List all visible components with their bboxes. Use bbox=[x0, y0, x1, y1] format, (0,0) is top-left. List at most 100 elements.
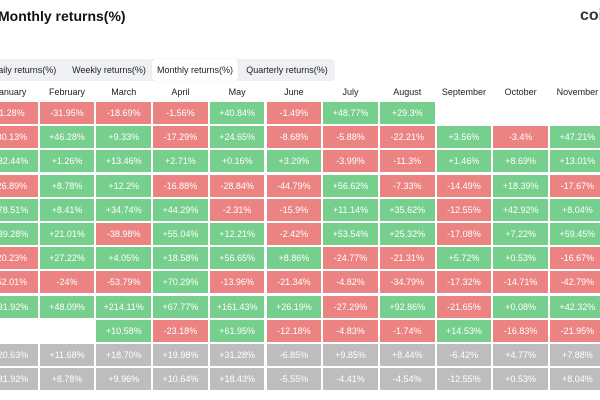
return-cell: +8.78% bbox=[39, 174, 95, 197]
return-cell: +92.86% bbox=[379, 295, 435, 318]
summary-cell: -6.85% bbox=[266, 344, 322, 366]
return-cell: +18.39% bbox=[493, 174, 548, 197]
summary-cell: +9.96% bbox=[96, 368, 152, 391]
return-cell: +27.22% bbox=[39, 247, 95, 270]
return-cell: -7.33% bbox=[379, 174, 435, 197]
return-cell: -17.29% bbox=[153, 126, 208, 149]
return-cell: +31.92% bbox=[0, 295, 38, 318]
return-cell: +42.32% bbox=[550, 295, 600, 318]
tab[interactable]: Quarterly returns(%) bbox=[246, 65, 328, 75]
summary-cell: +8.44% bbox=[379, 344, 435, 366]
summary-cell: +18.43% bbox=[209, 368, 265, 391]
return-cell: -16.88% bbox=[153, 174, 208, 197]
return-cell: -38.98% bbox=[96, 223, 152, 245]
return-cell: -11.3% bbox=[379, 150, 435, 173]
return-cell: +2.71% bbox=[153, 150, 208, 173]
return-cell: +13.01% bbox=[550, 150, 600, 173]
return-cell: -14.71% bbox=[493, 271, 548, 294]
return-cell: -24% bbox=[39, 271, 95, 294]
summary-cell: -12.55% bbox=[436, 368, 492, 391]
column-header: August bbox=[393, 87, 422, 97]
column-header: September bbox=[441, 87, 486, 97]
return-cell: +67.77% bbox=[153, 295, 208, 318]
return-cell: +1.26% bbox=[39, 150, 95, 173]
return-cell: -20.23% bbox=[0, 247, 38, 270]
return-cell: +13.46% bbox=[96, 150, 152, 173]
return-cell: -28.84% bbox=[209, 174, 265, 197]
return-cell: -2.42% bbox=[266, 223, 322, 245]
return-cell: +53.54% bbox=[323, 223, 378, 245]
return-cell: -12.18% bbox=[266, 319, 322, 342]
tab[interactable]: Weekly returns(%) bbox=[72, 65, 146, 75]
return-cell: +39.28% bbox=[0, 223, 38, 245]
return-cell: +42.92% bbox=[493, 198, 548, 221]
return-cell: +55.04% bbox=[153, 223, 208, 245]
return-cell: -44.79% bbox=[266, 174, 322, 197]
return-cell: -2.31% bbox=[209, 198, 265, 221]
summary-cell: +20.63% bbox=[0, 344, 38, 366]
return-cell: -34.79% bbox=[379, 271, 435, 294]
return-cell: +14.53% bbox=[436, 319, 492, 342]
return-cell: -24.77% bbox=[323, 247, 378, 270]
return-cell: +8.04% bbox=[550, 198, 600, 221]
return-cell: -52.01% bbox=[0, 271, 38, 294]
summary-cell: +4.77% bbox=[493, 344, 548, 366]
column-header: July bbox=[342, 87, 359, 97]
column-header: February bbox=[49, 87, 86, 97]
return-cell: +59.45% bbox=[550, 223, 600, 245]
return-cell: +46.28% bbox=[39, 126, 95, 149]
summary-cell: +10.64% bbox=[153, 368, 208, 391]
return-cell: -13.96% bbox=[209, 271, 265, 294]
return-cell: +161.43% bbox=[209, 295, 265, 318]
return-cell: -1.28% bbox=[0, 102, 38, 124]
return-cell: -8.68% bbox=[266, 126, 322, 149]
return-cell: -3.4% bbox=[493, 126, 548, 149]
return-cell: +48.77% bbox=[323, 102, 378, 124]
return-cell: -4.82% bbox=[323, 271, 378, 294]
return-cell: -21.95% bbox=[550, 319, 600, 342]
tab[interactable]: Monthly returns(%) bbox=[152, 59, 238, 81]
column-header: January bbox=[0, 87, 27, 97]
return-cell: +8.86% bbox=[266, 247, 322, 270]
tab[interactable]: Daily returns(%) bbox=[0, 65, 57, 75]
column-header: June bbox=[284, 87, 304, 97]
return-cell: -15.9% bbox=[266, 198, 322, 221]
return-cell: +10.58% bbox=[96, 319, 152, 342]
return-cell: -16.83% bbox=[493, 319, 548, 342]
return-cell: -27.29% bbox=[323, 295, 378, 318]
summary-cell: -6.42% bbox=[436, 344, 492, 366]
return-cell: +8.41% bbox=[39, 198, 95, 221]
summary-cell: +31.92% bbox=[0, 368, 38, 391]
page-title: Monthly returns(%) bbox=[0, 8, 126, 24]
return-cell: -26.89% bbox=[0, 174, 38, 197]
return-cell: -23.18% bbox=[153, 319, 208, 342]
return-cell: -1.74% bbox=[379, 319, 435, 342]
return-cell: +40.84% bbox=[209, 102, 265, 124]
return-cell: -14.49% bbox=[436, 174, 492, 197]
return-cell: +44.29% bbox=[153, 198, 208, 221]
return-cell: +4.05% bbox=[96, 247, 152, 270]
return-cell: +0.16% bbox=[209, 150, 265, 173]
return-cell: +18.58% bbox=[153, 247, 208, 270]
return-cell: -18.69% bbox=[96, 102, 152, 124]
return-cell: +56.62% bbox=[323, 174, 378, 197]
return-cell: +24.65% bbox=[209, 126, 265, 149]
return-cell: -31.95% bbox=[39, 102, 95, 124]
return-cell: -3.99% bbox=[323, 150, 378, 173]
return-cell: +61.95% bbox=[209, 319, 265, 342]
return-cell: -1.49% bbox=[266, 102, 322, 124]
return-cell: +3.29% bbox=[266, 150, 322, 173]
return-cell: +34.74% bbox=[96, 198, 152, 221]
return-cell: +7.22% bbox=[493, 223, 548, 245]
return-cell: +12.21% bbox=[209, 223, 265, 245]
summary-cell: +31.28% bbox=[209, 344, 265, 366]
return-cell: +48.09% bbox=[39, 295, 95, 318]
column-header: May bbox=[228, 87, 246, 97]
return-cell: +12.2% bbox=[96, 174, 152, 197]
summary-cell: +9.85% bbox=[323, 344, 378, 366]
return-cell: -1.56% bbox=[153, 102, 208, 124]
return-cell: -21.31% bbox=[379, 247, 435, 270]
summary-cell: +0.53% bbox=[493, 368, 548, 391]
return-cell: +11.14% bbox=[323, 198, 378, 221]
